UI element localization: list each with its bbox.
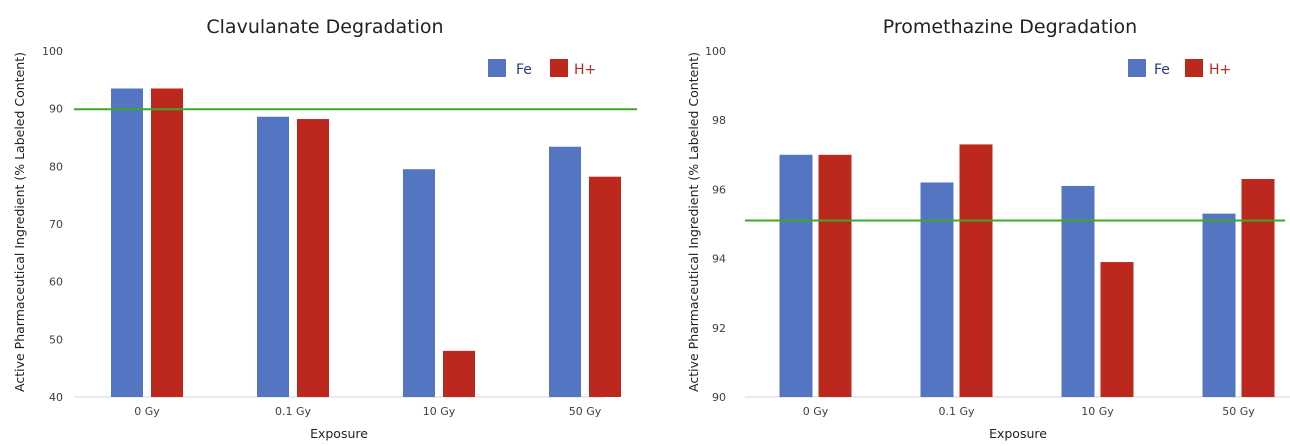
y-tick-label: 96 — [712, 183, 726, 196]
bar-fe-1 — [257, 116, 289, 398]
y-axis-label: Active Pharmaceutical Ingredient (% Labe… — [12, 52, 27, 392]
legend: Fe H+ — [1128, 59, 1231, 78]
bar-h-0 — [151, 88, 183, 397]
bar-fe-3 — [549, 146, 581, 397]
clavulanate-chart: Clavulanate Degradation Exposure Active … — [0, 0, 645, 441]
y-tick-label: 70 — [49, 218, 63, 231]
promethazine-chart: Promethazine Degradation Exposure Active… — [645, 0, 1290, 441]
y-tick-label: 92 — [712, 322, 726, 335]
legend-label-fe: Fe — [516, 62, 532, 78]
y-tick-label: 100 — [42, 45, 63, 58]
legend-label-h: H+ — [1209, 62, 1231, 78]
bar-fe-0 — [779, 154, 813, 397]
x-tick-label: 0 Gy — [134, 405, 160, 418]
legend: Fe H+ — [488, 59, 596, 78]
bar-h-1 — [297, 119, 329, 398]
y-tick-label: 50 — [49, 333, 63, 346]
x-tick-label: 10 Gy — [1081, 405, 1114, 418]
bar-h-1 — [959, 144, 993, 397]
chart-title: Clavulanate Degradation — [206, 16, 443, 38]
y-tick-label: 60 — [49, 276, 63, 289]
y-tick-label: 90 — [49, 103, 63, 116]
y-tick-label: 100 — [705, 45, 726, 58]
y-tick-label: 40 — [49, 391, 63, 404]
x-tick-label: 10 Gy — [423, 405, 456, 418]
x-axis-label: Exposure — [310, 426, 368, 441]
bar-fe-2 — [1061, 185, 1095, 397]
legend-swatch-h — [550, 59, 568, 77]
x-tick-label: 50 Gy — [1222, 405, 1255, 418]
x-tick-label: 50 Gy — [569, 405, 602, 418]
legend-label-fe: Fe — [1154, 62, 1170, 78]
bar-fe-2 — [403, 169, 435, 397]
x-tick-label: 0.1 Gy — [938, 405, 975, 418]
bar-fe-1 — [920, 182, 954, 397]
legend-swatch-fe — [1128, 59, 1146, 77]
x-tick-label: 0 Gy — [803, 405, 829, 418]
y-tick-label: 90 — [712, 391, 726, 404]
bar-h-2 — [1100, 262, 1134, 397]
bar-h-3 — [589, 176, 621, 397]
legend-swatch-h — [1185, 59, 1203, 77]
promethazine-chart-svg: Promethazine Degradation Exposure Active… — [686, 16, 1290, 441]
clavulanate-chart-svg: Clavulanate Degradation Exposure Active … — [12, 16, 637, 441]
y-tick-label: 98 — [712, 114, 726, 127]
bar-fe-0 — [111, 88, 143, 397]
legend-label-h: H+ — [574, 62, 596, 78]
x-axis-label: Exposure — [989, 426, 1047, 441]
bar-h-3 — [1241, 179, 1275, 397]
legend-swatch-fe — [488, 59, 506, 77]
bar-fe-3 — [1202, 213, 1236, 397]
y-tick-label: 80 — [49, 160, 63, 173]
chart-title: Promethazine Degradation — [883, 16, 1137, 38]
y-axis-label: Active Pharmaceutical Ingredient (% Labe… — [686, 52, 701, 392]
bar-h-0 — [818, 154, 852, 397]
bar-h-2 — [443, 350, 475, 397]
x-tick-label: 0.1 Gy — [275, 405, 312, 418]
y-tick-label: 94 — [712, 253, 726, 266]
